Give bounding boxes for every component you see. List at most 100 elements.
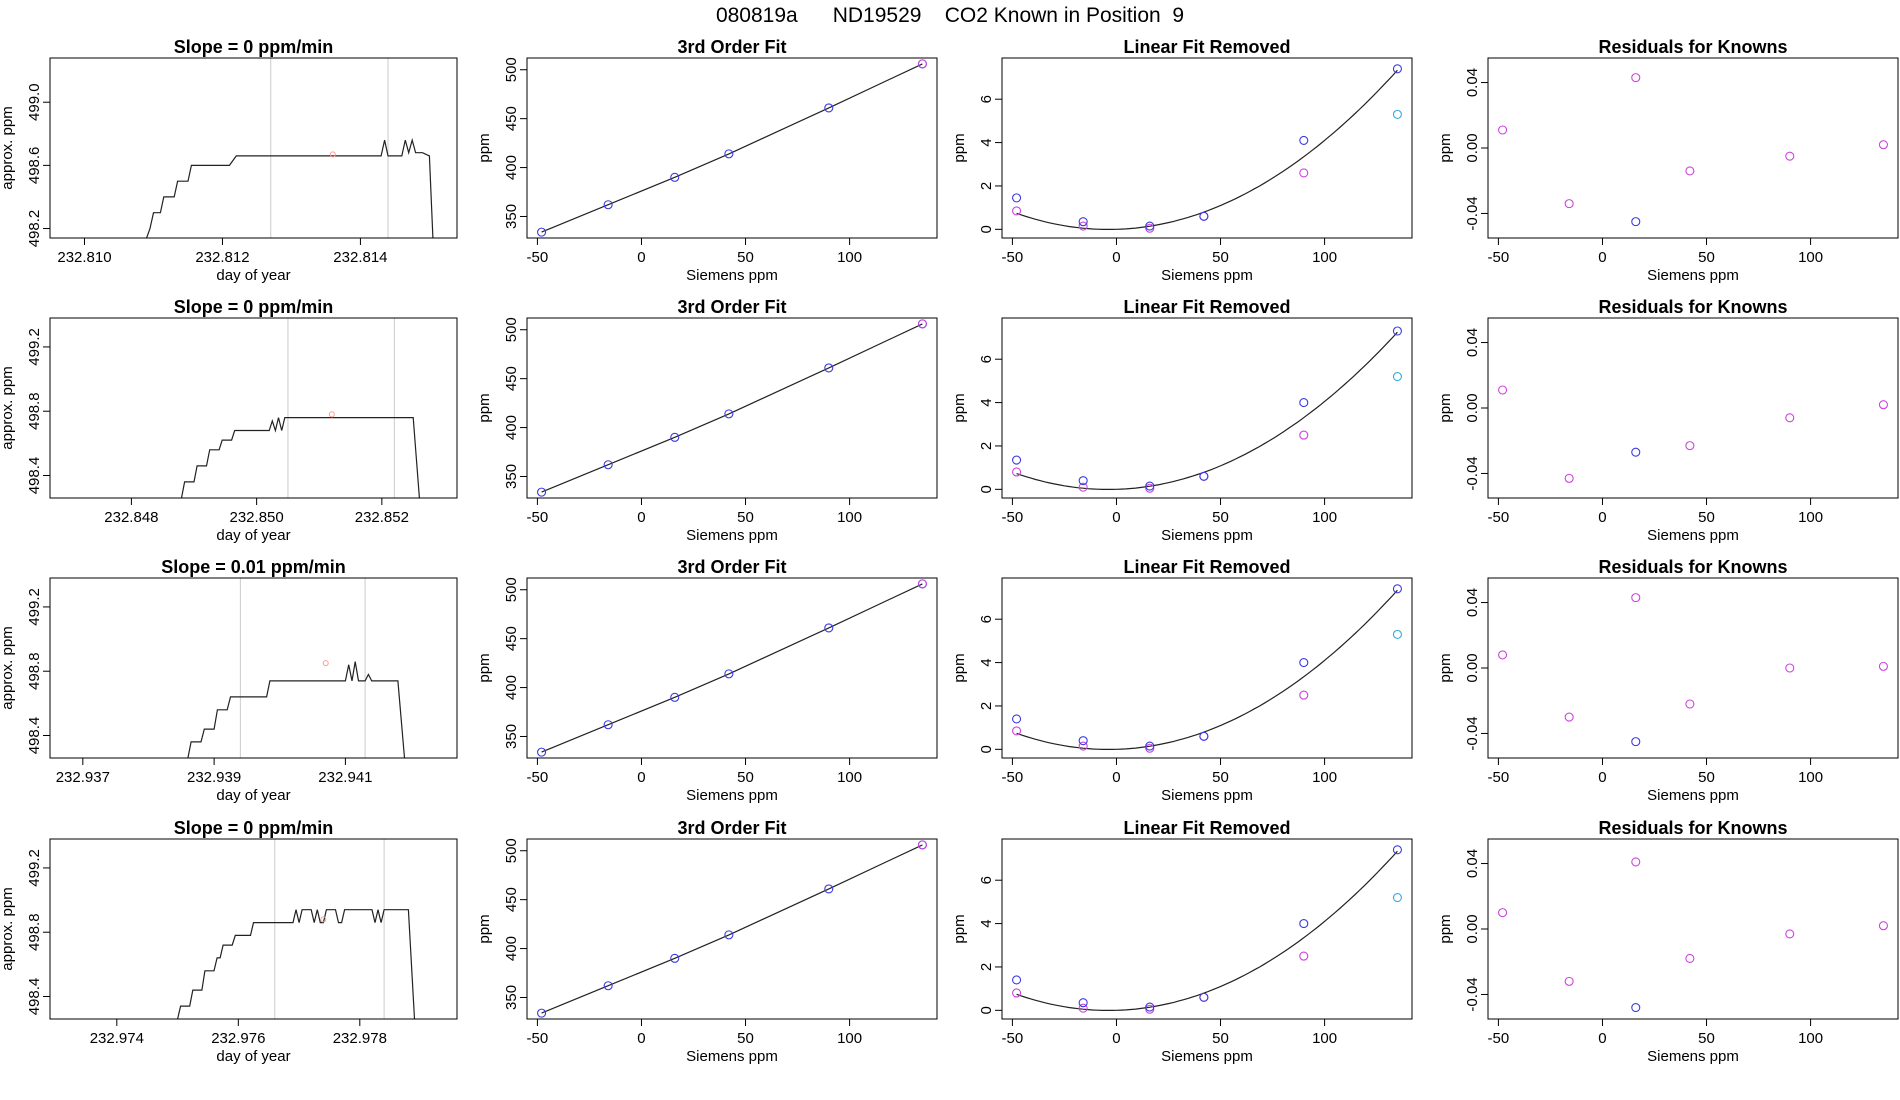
- fit-curve: [1016, 69, 1398, 230]
- x-tick-label: 100: [1312, 769, 1337, 786]
- x-tick-label: 0: [1112, 249, 1120, 266]
- y-tick-label: 0: [978, 745, 995, 753]
- y-tick-label: 4: [978, 919, 995, 927]
- y-axis-label: approx. ppm: [0, 887, 16, 970]
- trace-line: [180, 417, 420, 498]
- x-tick-label: 50: [1698, 249, 1715, 266]
- mean-marker: [320, 916, 327, 923]
- y-tick-label: -0.04: [1464, 456, 1481, 490]
- panel-title: 3rd Order Fit: [677, 557, 786, 577]
- panel-title: Linear Fit Removed: [1123, 818, 1290, 838]
- residual-point: [1685, 953, 1695, 964]
- x-tick-label: -50: [1488, 509, 1510, 526]
- y-tick-label: -0.04: [1464, 196, 1481, 230]
- residual-point: [1498, 908, 1508, 918]
- fit-point: [670, 432, 680, 442]
- x-tick-label: 232.814: [333, 249, 387, 266]
- residual-point: [1878, 140, 1888, 150]
- panel-title: Slope = 0 ppm/min: [174, 37, 334, 57]
- x-tick-label: 232.976: [211, 1030, 265, 1047]
- magenta-point: [1012, 467, 1022, 477]
- residual-point: [1631, 857, 1641, 867]
- cyan-point: [1392, 372, 1402, 382]
- fit-point: [603, 981, 613, 991]
- x-tick-label: -50: [527, 1030, 549, 1047]
- trace-line: [146, 137, 434, 238]
- residual-point: [1631, 73, 1641, 83]
- x-tick-label: 100: [837, 509, 862, 526]
- fit-line: [541, 844, 923, 1014]
- fit-line: [541, 63, 923, 233]
- x-tick-label: 0: [1112, 509, 1120, 526]
- fit-point-highlight: [917, 579, 927, 589]
- residual-point: [1498, 125, 1508, 135]
- y-tick-label: 6: [978, 355, 995, 363]
- residual-point: [1631, 593, 1641, 603]
- y-tick-label: 4: [978, 398, 995, 406]
- residual-point-blue: [1631, 1002, 1641, 1013]
- x-tick-label: 0: [1112, 769, 1120, 786]
- cyan-point: [1392, 629, 1402, 639]
- y-axis-label: approx. ppm: [0, 106, 16, 189]
- y-tick-label: 500: [503, 317, 520, 342]
- y-axis-label: ppm: [1437, 133, 1454, 162]
- x-tick-label: -50: [1002, 769, 1024, 786]
- magenta-point: [1012, 206, 1022, 216]
- mean-marker: [322, 660, 329, 667]
- magenta-point: [1078, 741, 1088, 751]
- blue-point: [1145, 481, 1155, 491]
- y-tick-label: 499.0: [26, 83, 43, 121]
- panel-title: Residuals for Knowns: [1598, 297, 1787, 317]
- x-tick-label: -50: [1002, 509, 1024, 526]
- y-tick-label: 450: [503, 887, 520, 912]
- x-tick-label: -50: [1002, 249, 1024, 266]
- x-tick-label: 0: [637, 1030, 645, 1047]
- blue-point: [1012, 975, 1022, 985]
- x-tick-label: 232.812: [195, 249, 249, 266]
- fit-point-highlight: [917, 319, 927, 329]
- y-tick-label: 500: [503, 838, 520, 863]
- x-tick-label: -50: [1002, 1030, 1024, 1047]
- y-tick-label: 2: [978, 702, 995, 710]
- x-tick-label: 0: [1598, 249, 1606, 266]
- blue-point: [1392, 326, 1402, 336]
- plot-frame: [526, 317, 938, 499]
- panel-title: Slope = 0 ppm/min: [174, 297, 334, 317]
- blue-point: [1392, 845, 1402, 855]
- blue-point: [1012, 714, 1022, 724]
- y-tick-label: 4: [978, 138, 995, 146]
- magenta-point: [1145, 483, 1155, 493]
- blue-point: [1199, 471, 1209, 481]
- residual-point: [1785, 663, 1795, 673]
- x-tick-label: 50: [737, 769, 754, 786]
- x-tick-label: 232.852: [355, 509, 409, 526]
- x-tick-label: 232.850: [230, 509, 284, 526]
- y-tick-label: 0.00: [1464, 914, 1481, 943]
- blue-point: [1299, 658, 1309, 668]
- y-tick-label: 400: [503, 936, 520, 961]
- x-tick-label: 50: [737, 1030, 754, 1047]
- x-axis-label: Siemens ppm: [1161, 267, 1253, 284]
- blue-point: [1392, 64, 1402, 74]
- y-tick-label: 450: [503, 626, 520, 651]
- y-axis-label: ppm: [951, 393, 968, 422]
- residual-point-blue: [1631, 217, 1641, 227]
- plot-frame: [49, 577, 458, 759]
- y-tick-label: 0.04: [1464, 588, 1481, 617]
- plot-frame: [526, 57, 938, 239]
- x-tick-label: -50: [527, 509, 549, 526]
- fit-point: [670, 692, 680, 702]
- blue-point: [1299, 919, 1309, 929]
- plot-frame: [526, 838, 938, 1020]
- fit-point: [537, 1008, 547, 1018]
- x-tick-label: 100: [1312, 249, 1337, 266]
- x-axis-label: Siemens ppm: [686, 527, 778, 544]
- x-tick-label: 100: [1798, 769, 1823, 786]
- y-tick-label: 400: [503, 415, 520, 440]
- y-axis-label: ppm: [951, 653, 968, 682]
- plot-frame: [1487, 317, 1899, 499]
- fit-point: [724, 669, 734, 679]
- panel-title: Linear Fit Removed: [1123, 557, 1290, 577]
- y-tick-label: 498.8: [26, 392, 43, 430]
- x-tick-label: 0: [637, 769, 645, 786]
